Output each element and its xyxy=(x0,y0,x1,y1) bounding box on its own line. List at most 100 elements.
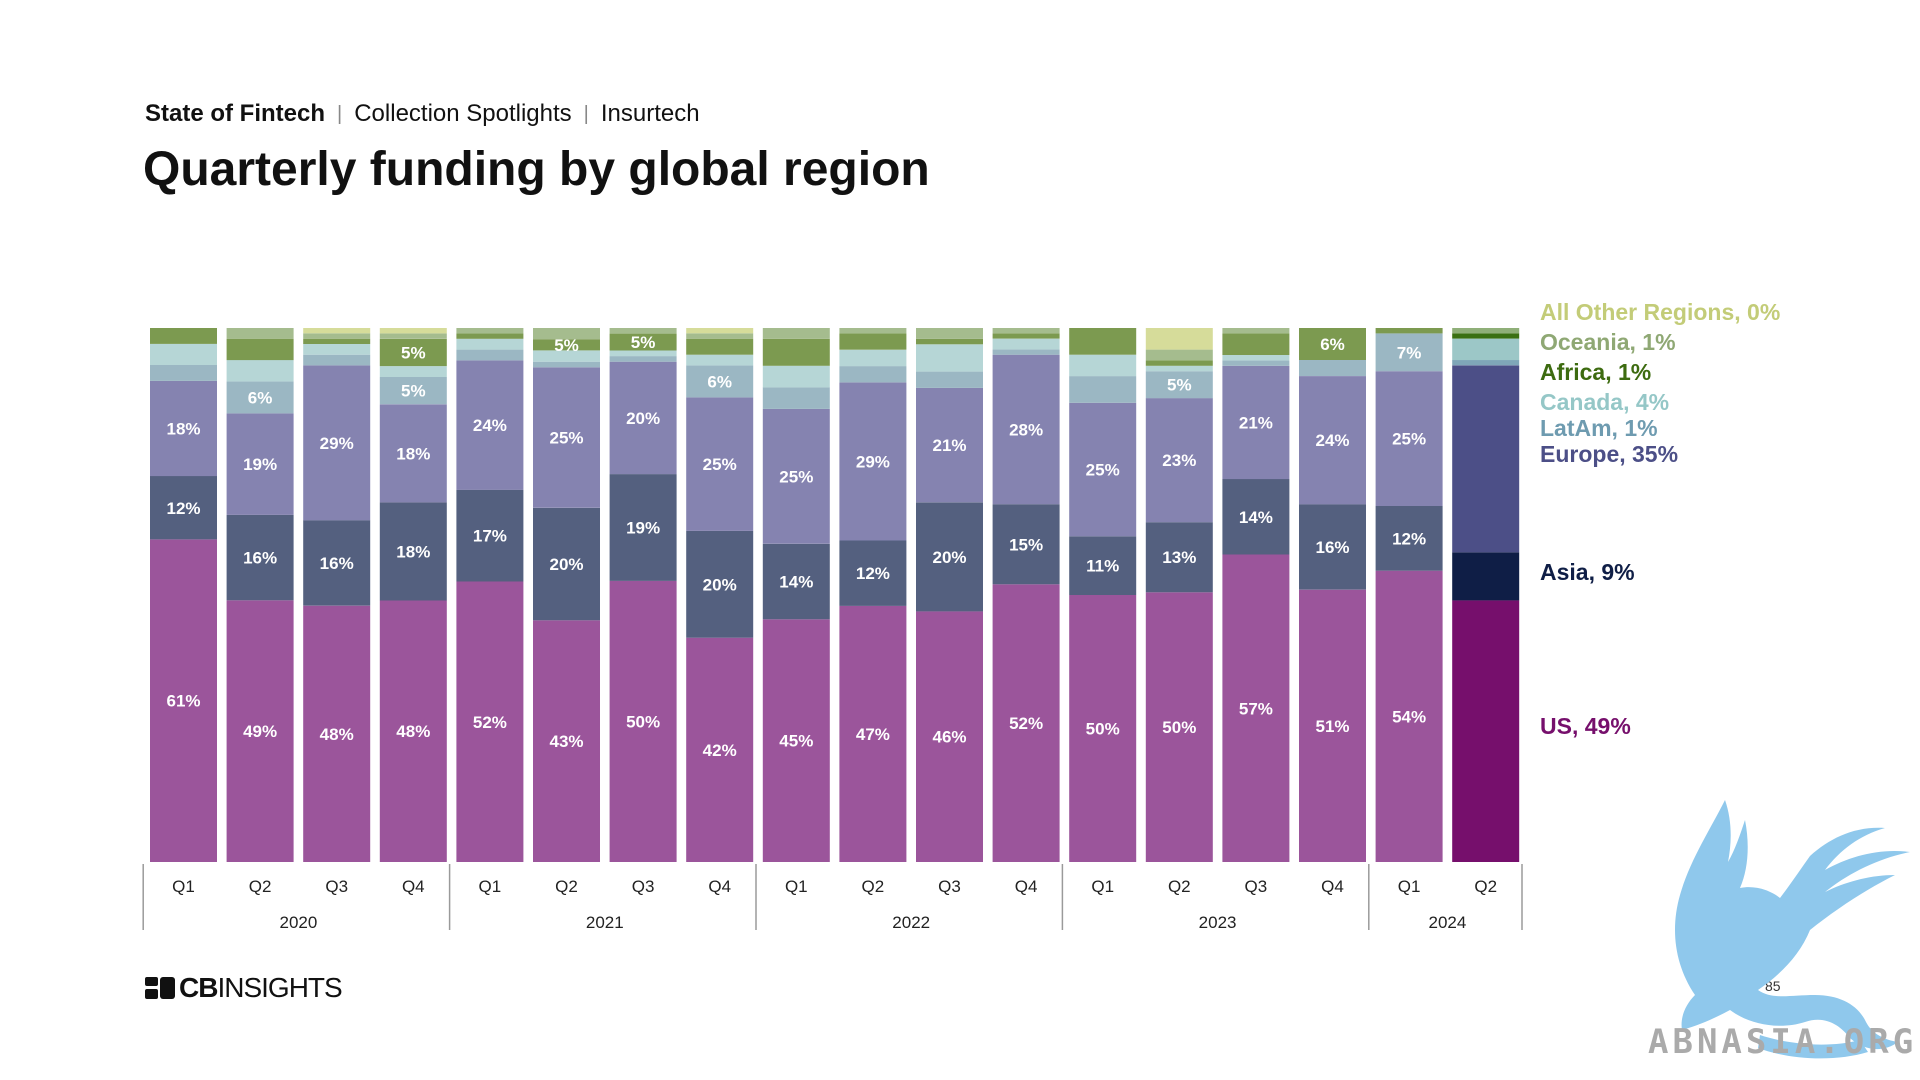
data-label: 16% xyxy=(243,549,277,568)
breadcrumb-separator: | xyxy=(583,102,589,125)
data-label: 11% xyxy=(1086,557,1119,576)
data-label: 18% xyxy=(166,420,200,439)
data-label: 49% xyxy=(243,722,277,741)
data-label: 20% xyxy=(703,575,737,594)
legend-entry: Canada, 4% xyxy=(1540,389,1669,415)
bar-segment-asia xyxy=(226,514,294,601)
bar-segment-oceania xyxy=(1222,328,1290,334)
cb-insights-logo: CB INSIGHTS xyxy=(145,972,343,1004)
data-label: 6% xyxy=(707,372,732,391)
bar-segment-canada xyxy=(1069,354,1137,377)
bar-segment-europe xyxy=(1145,398,1213,523)
data-label: 50% xyxy=(1086,720,1120,739)
data-label: 52% xyxy=(1009,714,1043,733)
bar-segment-europe xyxy=(533,367,600,508)
watermark-text: ABNASIA.ORG xyxy=(1648,1022,1918,1062)
bar-segment-asia xyxy=(150,476,217,540)
bar-segment-africa xyxy=(1145,360,1213,366)
x-tick-label: Q3 xyxy=(1245,877,1268,896)
data-label: 23% xyxy=(1162,451,1196,470)
data-label: 5% xyxy=(401,344,426,363)
bar-segment-africa xyxy=(533,339,600,351)
bar-segment-latam xyxy=(303,354,371,366)
bar-segment-europe xyxy=(1452,365,1520,553)
bar-segment-africa xyxy=(1069,328,1137,355)
data-label: 61% xyxy=(166,692,200,711)
x-tick-label: Q4 xyxy=(1015,877,1038,896)
bar-segment-us xyxy=(686,637,754,862)
legend-entry: Europe, 35% xyxy=(1540,441,1678,467)
bar-segment-europe xyxy=(686,397,754,531)
bar-segment-latam xyxy=(839,366,907,383)
bar-segment-asia xyxy=(1145,522,1213,593)
bar-segment-all-other-regions xyxy=(379,328,447,334)
bar-segment-canada xyxy=(609,350,677,357)
x-tick-label: Q2 xyxy=(1474,877,1497,896)
bar-segment-latam xyxy=(226,381,294,414)
bar-segment-canada xyxy=(762,365,830,388)
bar-segment-europe xyxy=(992,354,1060,505)
data-label: 12% xyxy=(1392,529,1426,548)
x-tick-label: Q1 xyxy=(1091,877,1114,896)
data-label: 24% xyxy=(1315,431,1349,450)
bar-segment-canada xyxy=(1452,338,1520,361)
bar-segment-us xyxy=(762,619,830,862)
bar-segment-oceania xyxy=(992,328,1060,334)
bar-segment-europe xyxy=(226,413,294,515)
bar-segment-latam xyxy=(762,387,830,409)
bar-segment-africa xyxy=(303,338,371,344)
x-tick-label: Q1 xyxy=(1398,877,1421,896)
bar-segment-asia xyxy=(609,474,677,581)
bar-segment-canada xyxy=(456,338,524,350)
bar-segment-us xyxy=(992,584,1060,862)
bar-segment-latam xyxy=(456,349,524,361)
data-label: 13% xyxy=(1162,548,1196,567)
data-label: 25% xyxy=(703,455,737,474)
bar-segment-latam xyxy=(992,349,1060,355)
data-label: 45% xyxy=(779,732,813,751)
x-tick-label: Q4 xyxy=(708,877,731,896)
bar-segment-asia xyxy=(686,530,754,638)
bar-segment-latam xyxy=(150,365,217,381)
bar-segment-africa xyxy=(1375,328,1443,334)
bar-segment-canada xyxy=(686,354,754,366)
legend-entry: All Other Regions, 0% xyxy=(1540,299,1780,325)
bar-segment-canada xyxy=(992,338,1060,350)
bar-segment-asia xyxy=(992,504,1060,585)
bar-segment-oceania xyxy=(456,328,524,334)
data-label: 48% xyxy=(396,722,430,741)
data-label: 25% xyxy=(1392,430,1426,449)
bar-segment-asia xyxy=(1222,479,1290,555)
legend-entry: Africa, 1% xyxy=(1540,359,1651,385)
bar-segment-europe xyxy=(1222,365,1290,480)
bar-segment-africa xyxy=(916,338,983,345)
bar-segment-africa xyxy=(456,333,524,339)
bar-segment-oceania xyxy=(226,328,294,339)
data-label: 20% xyxy=(932,548,966,567)
data-label: 57% xyxy=(1239,699,1273,718)
bar-segment-canada xyxy=(226,360,294,382)
data-label: 17% xyxy=(473,527,507,546)
bar-segment-europe xyxy=(150,380,217,477)
x-tick-label: Q1 xyxy=(785,877,808,896)
bar-segment-asia xyxy=(916,502,983,612)
bar-segment-europe xyxy=(1375,371,1443,506)
bar-segment-africa xyxy=(686,338,754,355)
data-label: 6% xyxy=(248,388,273,407)
data-label: 54% xyxy=(1392,707,1426,726)
bar-segment-africa xyxy=(379,338,447,367)
bar-segment-latam xyxy=(1069,376,1137,403)
logo-brand-light: INSIGHTS xyxy=(217,972,342,1003)
breadcrumb: State of Fintech | Collection Spotlights… xyxy=(145,100,700,128)
bar-segment-latam xyxy=(1375,333,1443,372)
data-label: 52% xyxy=(473,713,507,732)
bar-segment-europe xyxy=(1069,402,1137,537)
bar-segment-us xyxy=(456,581,524,862)
bar-segment-asia xyxy=(379,502,447,601)
bar-segment-all-other-regions xyxy=(303,328,371,334)
bar-segment-oceania xyxy=(686,333,754,339)
bar-segment-latam xyxy=(1222,360,1290,366)
data-label: 12% xyxy=(856,564,890,583)
bar-segment-us xyxy=(1299,589,1366,862)
bar-segment-africa xyxy=(150,328,217,344)
